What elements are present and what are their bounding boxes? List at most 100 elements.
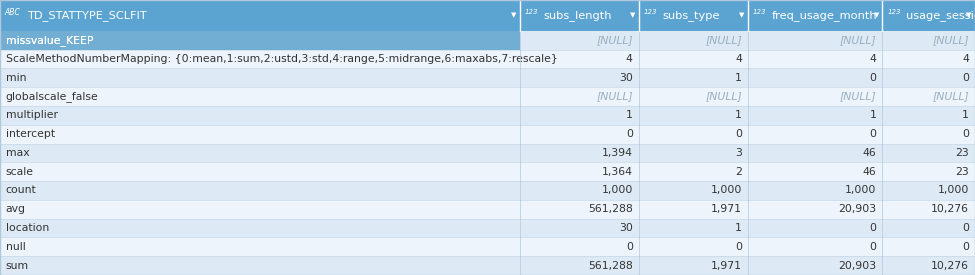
Bar — [639, 256, 748, 275]
Text: freq_usage_month: freq_usage_month — [771, 10, 877, 21]
Bar — [0, 50, 520, 68]
Text: 1,394: 1,394 — [602, 148, 633, 158]
Bar — [748, 106, 882, 125]
Bar — [520, 144, 639, 162]
Text: [NULL]: [NULL] — [596, 92, 633, 101]
Bar — [748, 87, 882, 106]
Bar — [748, 237, 882, 256]
Text: 4: 4 — [962, 54, 969, 64]
Bar — [882, 50, 975, 68]
Bar — [520, 87, 639, 106]
Text: avg: avg — [6, 204, 26, 214]
Text: 0: 0 — [735, 129, 742, 139]
Bar — [0, 181, 520, 200]
Text: 46: 46 — [863, 167, 877, 177]
Bar — [520, 162, 639, 181]
Text: 561,288: 561,288 — [588, 261, 633, 271]
Bar — [748, 200, 882, 219]
Bar — [520, 31, 639, 50]
Text: ScaleMethodNumberMapping: {0:mean,1:sum,2:ustd,3:std,4:range,5:midrange,6:maxabs: ScaleMethodNumberMapping: {0:mean,1:sum,… — [6, 54, 558, 64]
Text: ▼: ▼ — [630, 12, 636, 18]
Text: 30: 30 — [619, 223, 633, 233]
Text: 0: 0 — [870, 223, 877, 233]
Bar — [0, 162, 520, 181]
Bar — [882, 68, 975, 87]
Text: ▼: ▼ — [511, 12, 517, 18]
Bar — [882, 256, 975, 275]
Text: 46: 46 — [863, 148, 877, 158]
Text: 0: 0 — [735, 242, 742, 252]
Bar — [0, 256, 520, 275]
Text: 2: 2 — [735, 167, 742, 177]
Text: 4: 4 — [870, 54, 877, 64]
Text: ▼: ▼ — [966, 12, 972, 18]
Text: 4: 4 — [735, 54, 742, 64]
Bar — [882, 31, 975, 50]
Bar — [639, 219, 748, 237]
Text: [NULL]: [NULL] — [839, 35, 877, 45]
Text: 123: 123 — [887, 9, 901, 15]
Bar — [520, 256, 639, 275]
Text: 23: 23 — [956, 148, 969, 158]
Text: subs_type: subs_type — [662, 10, 720, 21]
Text: 1: 1 — [735, 223, 742, 233]
Text: 561,288: 561,288 — [588, 204, 633, 214]
Text: 0: 0 — [962, 129, 969, 139]
Text: 10,276: 10,276 — [931, 204, 969, 214]
Text: 0: 0 — [626, 242, 633, 252]
Text: null: null — [6, 242, 25, 252]
Bar — [882, 237, 975, 256]
Text: 23: 23 — [956, 167, 969, 177]
Bar — [882, 200, 975, 219]
Text: min: min — [6, 73, 26, 83]
Bar — [520, 0, 639, 31]
Text: 1: 1 — [870, 110, 877, 120]
Bar — [0, 237, 520, 256]
Text: 3: 3 — [735, 148, 742, 158]
Text: usage_session: usage_session — [906, 10, 975, 21]
Text: 1: 1 — [626, 110, 633, 120]
Bar — [882, 87, 975, 106]
Bar — [0, 106, 520, 125]
Bar — [520, 200, 639, 219]
Text: 123: 123 — [644, 9, 657, 15]
Text: sum: sum — [6, 261, 29, 271]
Text: 0: 0 — [870, 242, 877, 252]
Text: 1,000: 1,000 — [938, 185, 969, 196]
Bar — [520, 50, 639, 68]
Text: 1,000: 1,000 — [602, 185, 633, 196]
Text: 20,903: 20,903 — [838, 204, 877, 214]
Text: 0: 0 — [870, 73, 877, 83]
Bar — [0, 125, 520, 144]
Bar — [748, 50, 882, 68]
Bar — [0, 87, 520, 106]
Bar — [520, 237, 639, 256]
Text: scale: scale — [6, 167, 34, 177]
Bar — [748, 181, 882, 200]
Bar — [882, 181, 975, 200]
Text: [NULL]: [NULL] — [839, 92, 877, 101]
Text: 4: 4 — [626, 54, 633, 64]
Text: count: count — [6, 185, 37, 196]
Bar — [639, 237, 748, 256]
Bar — [520, 181, 639, 200]
Bar — [639, 162, 748, 181]
Text: location: location — [6, 223, 49, 233]
Bar — [882, 219, 975, 237]
Bar — [882, 144, 975, 162]
Bar — [639, 200, 748, 219]
Bar — [748, 68, 882, 87]
Text: intercept: intercept — [6, 129, 55, 139]
Text: 0: 0 — [870, 129, 877, 139]
Text: TD_STATTYPE_SCLFIT: TD_STATTYPE_SCLFIT — [27, 10, 147, 21]
Text: 1: 1 — [962, 110, 969, 120]
Bar — [748, 31, 882, 50]
Bar — [748, 144, 882, 162]
Text: 1,364: 1,364 — [602, 167, 633, 177]
Text: subs_length: subs_length — [543, 10, 611, 21]
Text: globalscale_false: globalscale_false — [6, 91, 98, 102]
Text: [NULL]: [NULL] — [596, 35, 633, 45]
Bar — [520, 106, 639, 125]
Bar — [520, 68, 639, 87]
Bar — [0, 200, 520, 219]
